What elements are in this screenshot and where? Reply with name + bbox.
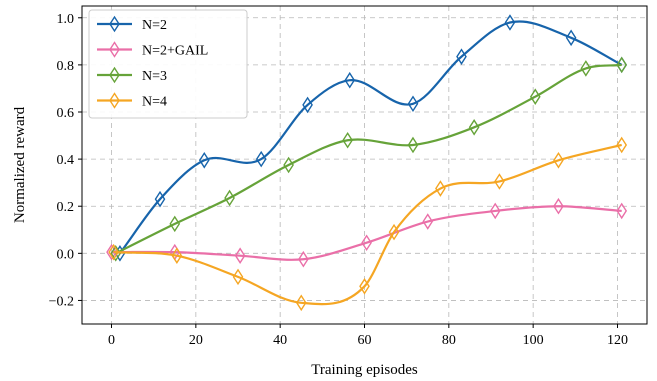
x-tick-label: 60 [358, 333, 372, 348]
y-tick-label: 0.4 [57, 153, 75, 168]
legend-marker-icon [109, 15, 120, 33]
x-tick-label: 100 [523, 333, 544, 348]
data-point-marker [407, 95, 419, 113]
data-point-marker [154, 190, 166, 208]
data-point-marker [342, 131, 353, 149]
data-point-marker [580, 60, 592, 77]
data-point-marker [422, 213, 434, 230]
data-point-marker [106, 243, 117, 261]
data-point-marker [302, 96, 313, 114]
data-point-marker [504, 14, 516, 31]
data-point-marker [298, 250, 309, 268]
data-point-marker [283, 156, 294, 174]
data-point-marker [110, 245, 122, 262]
y-tick-label: 0.6 [57, 106, 75, 121]
data-point-marker [494, 173, 505, 190]
legend-marker-icon [109, 92, 120, 109]
legend-label: N=3 [142, 69, 167, 84]
legend-marker-icon [109, 41, 120, 58]
x-tick-label: 20 [189, 333, 203, 348]
data-point-marker [388, 223, 400, 241]
legend-marker-icon [109, 66, 120, 84]
y-tick-label: 0.2 [57, 200, 75, 215]
data-point-marker [616, 202, 628, 220]
x-tick-label: 120 [607, 333, 628, 348]
series-2 [106, 197, 628, 268]
data-point-marker [361, 234, 372, 252]
data-point-marker [489, 202, 501, 220]
data-point-marker [407, 136, 419, 154]
legend: N=2 N=2+GAIL N=3 N=4 [88, 9, 248, 119]
data-point-marker [468, 119, 480, 136]
data-point-marker [224, 189, 235, 207]
data-point-marker [553, 197, 564, 215]
series-4 [108, 136, 628, 312]
x-axis-label: Training episodes [311, 362, 418, 378]
data-point-marker [616, 56, 628, 74]
data-point-marker [198, 151, 210, 169]
data-point-marker [344, 71, 356, 89]
y-tick-label: 1.0 [57, 12, 75, 27]
series-line [113, 143, 622, 306]
series-group [106, 14, 628, 312]
legend-item: N=4 [97, 92, 167, 110]
data-point-marker [565, 29, 577, 47]
series-3 [110, 56, 628, 262]
y-tick-label: 0.0 [57, 247, 75, 262]
ticks: 0 20 40 60 80 100 120 −0.2 0.0 0.2 0.4 0.6 0.8 1.0 [49, 12, 628, 348]
x-tick-label: 40 [273, 333, 287, 348]
data-point-marker [616, 136, 628, 154]
data-point-marker [435, 180, 446, 197]
legend-label: N=2+GAIL [142, 44, 208, 59]
y-tick-label: −0.2 [49, 294, 74, 309]
x-tick-label: 80 [442, 333, 456, 348]
legend-label: N=4 [142, 95, 167, 110]
legend-box [88, 9, 248, 119]
legend-label: N=2 [142, 18, 167, 33]
series-line [115, 63, 622, 255]
legend-item: N=3 [97, 66, 167, 84]
x-tick-label: 0 [108, 333, 115, 348]
data-point-marker [234, 247, 246, 264]
y-tick-label: 0.8 [57, 59, 75, 74]
data-point-marker [456, 48, 467, 65]
series-line [111, 205, 622, 261]
legend-item: N=2 [97, 15, 167, 33]
data-point-marker [232, 268, 244, 286]
data-point-marker [108, 243, 119, 261]
data-point-marker [359, 278, 370, 295]
y-axis-label: Normalized reward [12, 106, 28, 223]
data-point-marker [553, 151, 564, 169]
data-point-marker [295, 294, 307, 312]
data-point-marker [171, 247, 183, 264]
legend-item: N=2+GAIL [97, 41, 208, 59]
data-point-marker [255, 150, 267, 168]
series-line [119, 20, 623, 254]
data-point-marker [529, 88, 541, 105]
data-point-marker [169, 215, 181, 233]
